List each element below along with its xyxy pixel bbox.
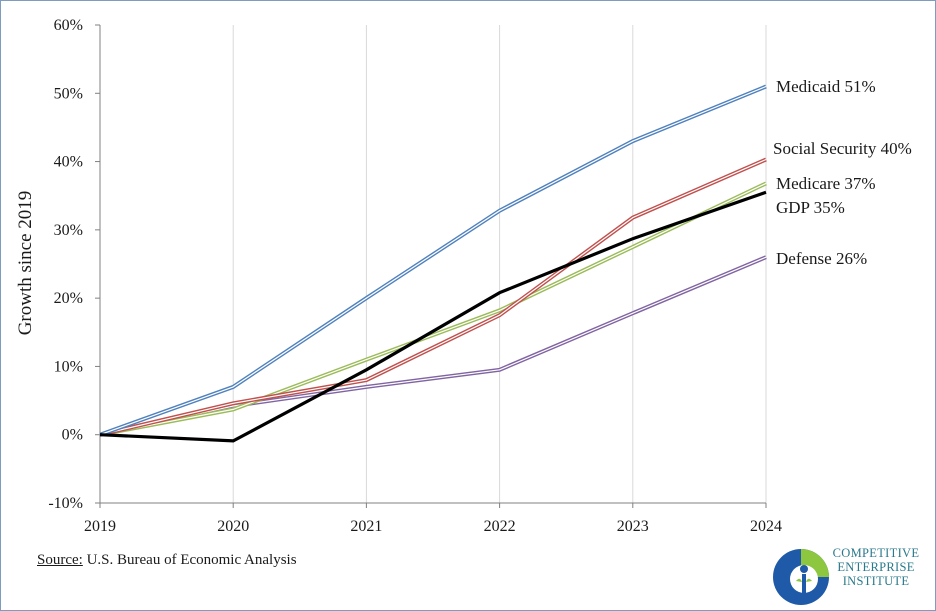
- y-tick-label: 60%: [54, 17, 83, 34]
- logo-stem: [802, 574, 806, 598]
- logo-wordmark: COMPETITIVE ENTERPRISE INSTITUTE: [821, 546, 931, 588]
- series-line-gdp: [99, 190, 767, 443]
- y-tick-label: -10%: [48, 495, 83, 512]
- x-tick-label: 2024: [750, 518, 782, 535]
- line-chart: 60% 50% 40% 30% 20% 10% 0% -10%2019 2020 2021 2022…: [15, 17, 912, 535]
- axes: [95, 24, 767, 508]
- tick-labels: 60% 50% 40% 30% 20% 10% 0% -10%2019 2020 2021 2022…: [48, 17, 782, 535]
- series-end-label-social-security: Social Security 40%: [773, 139, 912, 158]
- series-line-core-social-security: [99, 158, 767, 436]
- grid-lines: [232, 25, 767, 503]
- series-end-label-medicaid: Medicaid 51%: [776, 77, 876, 96]
- x-tick-label: 2021: [350, 518, 382, 535]
- series-line-core-defense: [99, 256, 767, 436]
- series-end-labels: Medicaid 51% Social Security 40% Medicare …: [773, 77, 912, 268]
- y-tick-label: 0%: [62, 427, 83, 444]
- series-line-core-medicare: [99, 182, 767, 436]
- series-line-medicaid: [99, 84, 767, 437]
- cei-logo-mark-icon: [773, 549, 829, 605]
- x-tick-label: 2023: [617, 518, 649, 535]
- logo-line-2: ENTERPRISE: [837, 560, 915, 574]
- y-tick-label: 20%: [54, 290, 83, 307]
- series-end-label-defense: Defense 26%: [776, 249, 867, 268]
- source-prefix: Source:: [37, 552, 83, 568]
- x-tick-label: 2019: [84, 518, 116, 535]
- y-tick-label: 10%: [54, 358, 83, 375]
- x-tick-label: 2022: [484, 518, 516, 535]
- series-lines: [99, 84, 767, 443]
- series-line-core-medicaid: [99, 85, 767, 436]
- y-axis-title: Growth since 2019: [15, 191, 36, 336]
- y-tick-label: 30%: [54, 222, 83, 239]
- logo-leaf-left: [796, 578, 802, 582]
- source-text: U.S. Bureau of Economic Analysis: [82, 552, 297, 568]
- logo-line-3: INSTITUTE: [842, 574, 910, 588]
- series-end-label-gdp: GDP 35%: [776, 198, 845, 217]
- logo-head: [800, 565, 808, 573]
- logo-leaf-right: [806, 578, 812, 582]
- x-tick-label: 2020: [217, 518, 249, 535]
- source-note: Source: U.S. Bureau of Economic Analysis: [37, 552, 297, 569]
- logo-line-1: COMPETITIVE: [832, 546, 920, 560]
- cei-logo: COMPETITIVE ENTERPRISE INSTITUTE: [771, 546, 931, 606]
- y-tick-label: 50%: [54, 85, 83, 102]
- y-tick-label: 40%: [54, 154, 83, 171]
- series-end-label-medicare: Medicare 37%: [776, 174, 876, 193]
